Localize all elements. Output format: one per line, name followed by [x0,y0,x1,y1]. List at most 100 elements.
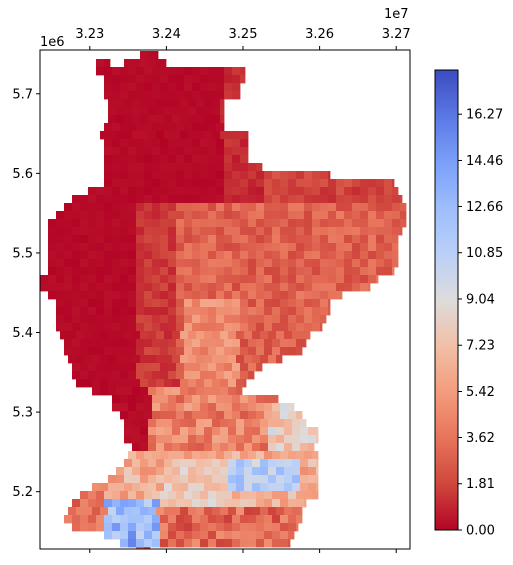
heatmap-cell [168,139,177,148]
heatmap-cell [292,475,301,484]
heatmap-cell [208,283,217,292]
heatmap-cell [168,451,177,460]
heatmap-cell [264,491,273,500]
heatmap-cell [56,267,65,276]
heatmap-cell [152,299,161,308]
heatmap-cell [200,243,209,252]
heatmap-cell [160,323,169,332]
heatmap-cell [80,227,89,236]
heatmap-cell [124,355,133,364]
heatmap-cell [56,227,65,236]
heatmap-cell [144,139,153,148]
heatmap-cell [168,147,177,156]
heatmap-cell [148,51,157,60]
heatmap-cell [64,347,73,356]
heatmap-cell [212,419,221,428]
heatmap-cell [360,195,369,204]
heatmap-cell [216,539,225,548]
heatmap-cell [144,547,151,549]
heatmap-cell [192,123,201,132]
heatmap-cell [392,203,401,212]
heatmap-cell [320,283,329,292]
heatmap-cell [72,203,81,212]
heatmap-cell [196,459,205,468]
heatmap-cell [160,315,169,324]
heatmap-cell [204,443,213,452]
heatmap-cell [188,443,197,452]
heatmap-cell [160,179,169,188]
heatmap-cell [156,107,165,116]
heatmap-cell [224,219,233,228]
heatmap-cell [88,491,97,500]
heatmap-cell [56,307,65,316]
heatmap-cell [232,307,241,316]
heatmap-cell [192,259,201,268]
heatmap-cell [80,499,89,508]
heatmap-cell [72,499,81,508]
heatmap-cell [112,195,121,204]
heatmap-cell [272,539,281,548]
heatmap-cell [220,507,229,516]
x-offset-label: 1e7 [384,7,409,22]
heatmap-cell [304,227,313,236]
heatmap-cell [180,507,189,516]
heatmap-cell [360,243,369,252]
heatmap-cell [80,211,89,220]
heatmap-cell [256,227,265,236]
heatmap-cell [56,259,65,268]
heatmap-cell [56,315,65,324]
y-tick-label: 5.3 [12,406,33,421]
heatmap-cell [168,243,177,252]
heatmap-cell [200,395,209,404]
heatmap-cell [240,403,249,412]
heatmap-cell [132,483,141,492]
heatmap-cell [272,251,281,260]
heatmap-cell [376,267,385,276]
heatmap-cell [160,267,169,276]
heatmap-cell [148,59,157,68]
heatmap-cell [104,363,113,372]
heatmap-cell [208,539,217,548]
heatmap-cell [228,379,237,388]
heatmap-cell [160,91,169,100]
heatmap-cell [108,483,117,492]
heatmap-cell [112,323,121,332]
heatmap-cell [312,491,319,500]
heatmap-cell [208,531,217,540]
heatmap-cell [108,99,117,108]
heatmap-cell [104,195,113,204]
heatmap-cell [292,483,301,492]
heatmap-cell [108,507,117,516]
heatmap-cell [184,539,193,548]
heatmap-cell [180,467,189,476]
heatmap-cell [328,307,331,316]
heatmap-cell [172,443,181,452]
heatmap-cell [216,395,225,404]
heatmap-cell [140,379,149,388]
heatmap-cell [232,259,241,268]
heatmap-cell [168,291,177,300]
heatmap-cell [264,307,273,316]
heatmap-cell [220,419,229,428]
heatmap-cell [164,59,167,68]
heatmap-cell [400,219,407,228]
heatmap-cell [248,363,257,372]
heatmap-cell [224,347,233,356]
heatmap-cell [336,275,345,284]
heatmap-cell [120,91,129,100]
heatmap-cell [296,299,305,308]
heatmap-cell [72,523,81,532]
heatmap-cell [228,331,237,340]
heatmap-cell [152,235,161,244]
heatmap-cell [224,75,233,84]
heatmap-cell [224,195,233,204]
heatmap-cell [320,235,329,244]
heatmap-cell [216,195,225,204]
heatmap-cell [144,411,153,420]
colorbar-tick-label: 3.62 [466,431,495,446]
heatmap-cell [92,387,101,396]
heatmap-cell [168,539,177,548]
heatmap-cell [228,443,237,452]
heatmap-cell [224,499,233,508]
heatmap-cell [192,275,201,284]
